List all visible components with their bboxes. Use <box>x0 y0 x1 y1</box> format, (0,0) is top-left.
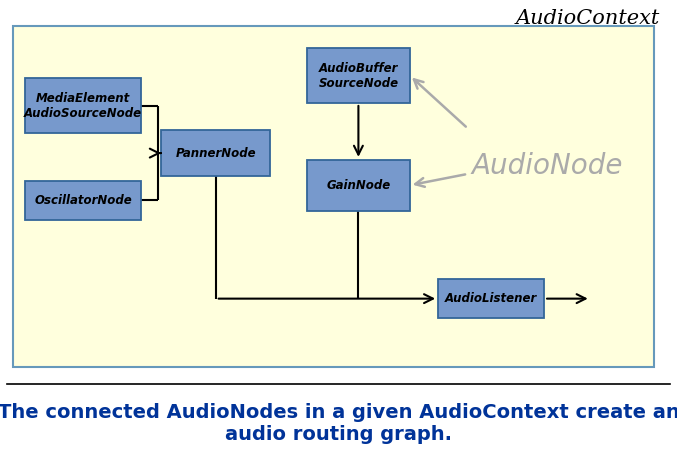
FancyBboxPatch shape <box>14 26 654 366</box>
FancyBboxPatch shape <box>25 181 141 220</box>
Text: AudioListener: AudioListener <box>445 292 538 305</box>
FancyBboxPatch shape <box>307 48 410 103</box>
Text: OscillatorNode: OscillatorNode <box>35 194 132 207</box>
Text: GainNode: GainNode <box>326 179 391 192</box>
Text: AudioContext: AudioContext <box>516 10 660 29</box>
FancyBboxPatch shape <box>161 130 271 176</box>
Text: The connected AudioNodes in a given AudioContext create an
audio routing graph.: The connected AudioNodes in a given Audi… <box>0 403 677 444</box>
Text: PannerNode: PannerNode <box>175 147 256 160</box>
Text: AudioBuffer
SourceNode: AudioBuffer SourceNode <box>318 62 399 89</box>
FancyBboxPatch shape <box>307 160 410 211</box>
FancyBboxPatch shape <box>25 78 141 133</box>
Text: MediaElement
AudioSourceNode: MediaElement AudioSourceNode <box>24 92 142 120</box>
Text: AudioNode: AudioNode <box>471 152 623 180</box>
FancyBboxPatch shape <box>438 279 544 319</box>
